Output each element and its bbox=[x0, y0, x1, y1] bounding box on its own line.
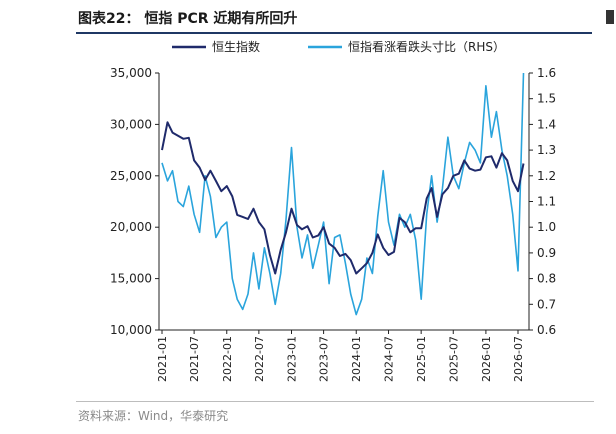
source-divider bbox=[76, 401, 594, 402]
y-left-tick-label: 35,000 bbox=[110, 66, 152, 80]
figure-title: 图表22： 恒指 PCR 近期有所回升 bbox=[78, 11, 298, 27]
y-right-tick-label: 1.1 bbox=[537, 195, 556, 209]
x-tick-label: 2026-01 bbox=[480, 336, 493, 382]
y-right-tick-label: 1.3 bbox=[537, 143, 556, 157]
y-right-tick-label: 0.9 bbox=[537, 246, 556, 260]
x-tick-label: 2022-07 bbox=[253, 336, 266, 382]
line-chart: 恒生指数 恒指看涨看跌头寸比（RHS） 10,000 15,000 20,000 25,… bbox=[110, 39, 556, 382]
y-right-tick-label: 1.4 bbox=[537, 117, 556, 131]
x-tick-label: 2022-01 bbox=[221, 336, 234, 382]
x-tick-label: 2024-01 bbox=[350, 336, 363, 382]
x-tick-label: 2021-07 bbox=[188, 336, 201, 382]
y-right-tick-label: 0.8 bbox=[537, 272, 556, 286]
series-layer bbox=[161, 72, 525, 316]
figure-header: 图表22： 恒指 PCR 近期有所回升 bbox=[0, 0, 616, 34]
y-left-tick-label: 10,000 bbox=[110, 323, 152, 337]
source-note: 资料来源：Wind，华泰研究 bbox=[78, 409, 229, 423]
y-right-tick-label: 1.6 bbox=[537, 66, 556, 80]
y-right-tick-label: 1.2 bbox=[537, 169, 556, 183]
y-left-tick-label: 25,000 bbox=[110, 169, 152, 183]
adjacent-figure-edge bbox=[606, 10, 614, 24]
x-tick-label: 2025-07 bbox=[447, 336, 460, 382]
x-tick-label: 2021-01 bbox=[156, 336, 169, 382]
x-tick-label: 2023-07 bbox=[318, 336, 331, 382]
y-right-tick-label: 0.7 bbox=[537, 297, 556, 311]
y-right-tick-label: 1.5 bbox=[537, 92, 556, 106]
y-left-tick-label: 30,000 bbox=[110, 117, 152, 131]
y-right-tick-label: 1.0 bbox=[537, 220, 556, 234]
x-tick-label: 2026-07 bbox=[512, 336, 525, 382]
x-tick-label: 2025-01 bbox=[415, 336, 428, 382]
series-line-pcr bbox=[161, 72, 525, 316]
legend-label-pcr: 恒指看涨看跌头寸比（RHS） bbox=[348, 39, 505, 54]
chart-legend: 恒生指数 恒指看涨看跌头寸比（RHS） bbox=[172, 39, 505, 54]
y-left-tick-label: 15,000 bbox=[110, 272, 152, 286]
x-tick-label: 2024-07 bbox=[383, 336, 396, 382]
y-right-tick-label: 0.6 bbox=[537, 323, 556, 337]
series-line-hsi bbox=[161, 121, 525, 275]
x-tick-label: 2023-01 bbox=[285, 336, 298, 382]
chart-axes: 10,000 15,000 20,000 25,000 30,000 35,000 0.6 0… bbox=[110, 66, 556, 382]
title-divider bbox=[76, 32, 592, 34]
y-left-tick-label: 20,000 bbox=[110, 220, 152, 234]
legend-label-hsi: 恒生指数 bbox=[212, 39, 260, 54]
